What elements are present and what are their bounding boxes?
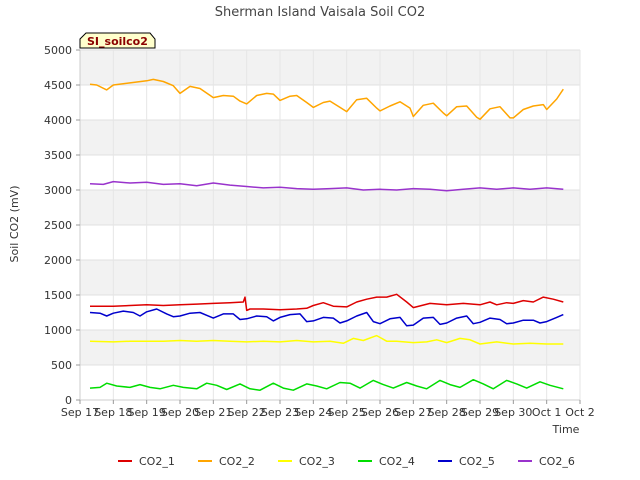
y-tick-label: 1500 [44, 289, 72, 302]
x-axis-label: Time [552, 423, 580, 436]
legend-label: CO2_2 [219, 455, 255, 468]
x-tick-label: Sep 17 [61, 406, 99, 419]
legend-item: CO2_5 [438, 455, 495, 468]
legend-label: CO2_3 [299, 455, 335, 468]
x-tick-label: Sep 28 [428, 406, 466, 419]
legend-label: CO2_6 [539, 455, 575, 468]
chart-title: Sherman Island Vaisala Soil CO2 [215, 5, 425, 20]
legend-item: CO2_6 [518, 455, 575, 468]
plot-band [80, 190, 580, 225]
series-line-co2-5 [89, 308, 564, 327]
y-tick-label: 2000 [44, 254, 72, 267]
series-lines [89, 78, 564, 391]
site-badge: SI_soilco2 [79, 32, 156, 49]
plot-band [80, 330, 580, 365]
x-tick-label: Oct 2 [565, 406, 595, 419]
legend-item: CO2_2 [198, 455, 255, 468]
series-line-co2-3 [89, 334, 564, 345]
plot-band [80, 50, 580, 85]
x-tick-label: Sep 24 [294, 406, 332, 419]
y-tick-label: 3500 [44, 149, 72, 162]
y-axis-label: Soil CO2 (mV) [8, 186, 21, 263]
x-tick-label: Sep 18 [94, 406, 132, 419]
series-line-co2-6 [89, 180, 564, 192]
series-line-co2-1 [90, 293, 564, 312]
x-tick-label: Sep 23 [261, 406, 299, 419]
x-tick-label: Oct 1 [532, 406, 562, 419]
y-axis-ticks: 0 500 1000 1500 2000 2500 3000 3500 4000 4500 5000 [44, 44, 80, 407]
x-tick-label: Sep 26 [361, 406, 399, 419]
legend-item: CO2_3 [278, 455, 335, 468]
y-tick-label: 4500 [44, 79, 72, 92]
y-tick-label: 4000 [44, 114, 72, 127]
y-tick-label: 0 [65, 394, 72, 407]
x-tick-label: Sep 21 [194, 406, 232, 419]
legend-label: CO2_1 [139, 455, 175, 468]
plot-band [80, 120, 580, 155]
x-tick-label: Sep 30 [494, 406, 532, 419]
y-tick-label: 3000 [44, 184, 72, 197]
legend: CO2_1 CO2_2 CO2_3 CO2_4 CO2_5 CO2_6 [118, 455, 575, 468]
y-tick-label: 500 [51, 359, 72, 372]
legend-item: CO2_1 [118, 455, 175, 468]
legend-label: CO2_5 [459, 455, 495, 468]
series-line-co2-2 [89, 78, 564, 121]
x-tick-label: Sep 19 [128, 406, 166, 419]
series-line-co2-4 [89, 378, 564, 391]
y-tick-label: 1000 [44, 324, 72, 337]
badge-label: SI_soilco2 [87, 35, 148, 48]
x-tick-label: Sep 27 [394, 406, 432, 419]
legend-item: CO2_4 [358, 455, 415, 468]
legend-label: CO2_4 [379, 455, 415, 468]
x-tick-label: Sep 25 [328, 406, 366, 419]
y-tick-label: 5000 [44, 44, 72, 57]
plot-band [80, 260, 580, 295]
x-tick-label: Sep 20 [161, 406, 199, 419]
y-tick-label: 2500 [44, 219, 72, 232]
plot-background-bands [80, 50, 580, 365]
badge-shape [79, 32, 156, 49]
x-tick-label: Sep 29 [461, 406, 499, 419]
x-tick-label: Sep 22 [228, 406, 266, 419]
